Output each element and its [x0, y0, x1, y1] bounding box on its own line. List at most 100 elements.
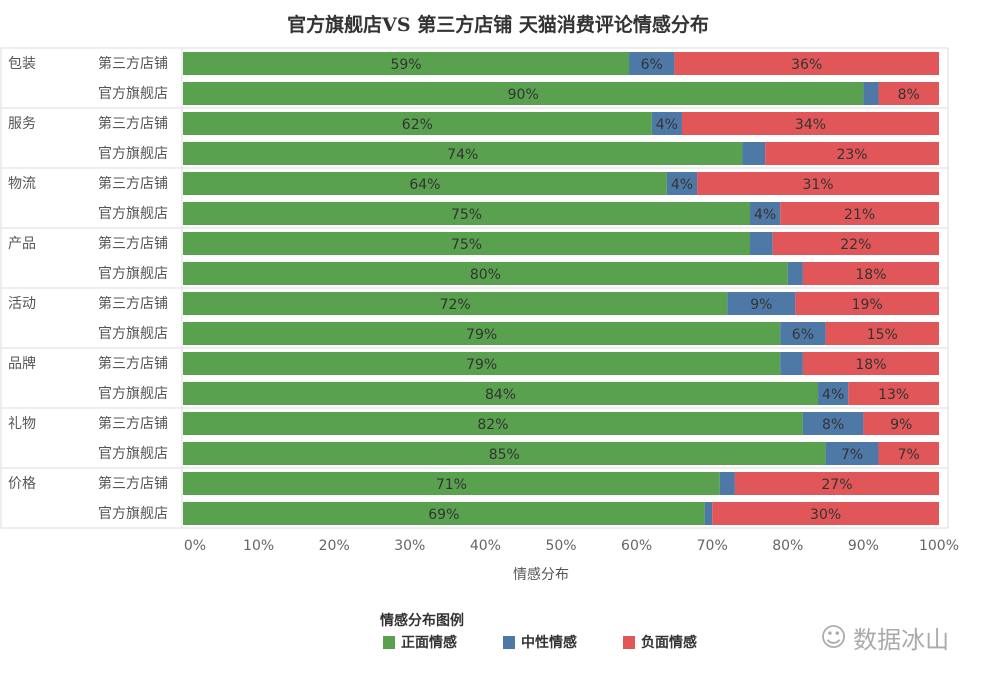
- x-tick-label: 20%: [319, 538, 350, 554]
- data-label: 59%: [390, 57, 421, 73]
- row-label: 官方旗舰店: [98, 446, 168, 462]
- stacked-bar-chart: 包装 第三方店铺 59% 6% 36%官方旗舰店 90% 8%服务 第三方店铺 62% 4% 34%…: [0, 47, 959, 583]
- row-label: 官方旗舰店: [98, 86, 168, 102]
- data-label: 75%: [451, 207, 482, 223]
- legend-item-positive[interactable]: 正面情感: [383, 632, 457, 652]
- data-label: 18%: [855, 267, 886, 283]
- row-label: 第三方店铺: [98, 355, 168, 372]
- data-label: 30%: [810, 507, 841, 523]
- data-label: 71%: [436, 477, 467, 493]
- row-label: 第三方店铺: [98, 415, 168, 432]
- group-label: 礼物: [8, 416, 36, 432]
- bar-segment: [780, 322, 826, 345]
- data-label: 9%: [750, 297, 772, 313]
- bar-segment: [183, 502, 705, 525]
- bar-segment: [183, 172, 667, 195]
- bar-segment: [787, 262, 803, 285]
- data-label: 34%: [795, 117, 826, 133]
- bar-segment: [734, 472, 939, 495]
- row-label: 第三方店铺: [98, 295, 168, 312]
- data-label: 7%: [841, 447, 863, 463]
- data-label: 79%: [466, 357, 497, 373]
- bar-segment: [825, 442, 879, 465]
- group-label: 包装: [8, 56, 36, 72]
- group-label: 价格: [8, 476, 36, 492]
- x-tick-label: 40%: [470, 538, 501, 554]
- data-label: 6%: [792, 327, 814, 343]
- bar-segment: [727, 292, 796, 315]
- data-label: 62%: [402, 117, 433, 133]
- bar-segment: [772, 232, 939, 255]
- bar-segment: [802, 352, 939, 375]
- row-label: 第三方店铺: [98, 115, 168, 132]
- bar-segment: [750, 202, 781, 225]
- watermark: ☺ 数据冰山: [820, 620, 949, 655]
- group-label: 服务: [8, 116, 36, 132]
- x-tick-label: 100%: [919, 538, 959, 554]
- data-label: 31%: [802, 177, 833, 193]
- legend-item-negative[interactable]: 负面情感: [623, 632, 697, 652]
- legend-title: 情感分布图例: [380, 613, 464, 629]
- bar-segment: [183, 232, 750, 255]
- x-tick-label: 70%: [697, 538, 728, 554]
- bar-segment: [765, 142, 939, 165]
- data-label: 8%: [898, 87, 920, 103]
- bar-segment: [183, 202, 750, 225]
- data-label: 8%: [822, 417, 844, 433]
- x-tick-label: 0%: [184, 538, 206, 554]
- bar-segment: [183, 142, 743, 165]
- row-label: 第三方店铺: [98, 235, 168, 252]
- bar-segment: [183, 412, 803, 435]
- legend-item-neutral[interactable]: 中性情感: [503, 632, 577, 652]
- data-label: 27%: [821, 477, 852, 493]
- bar-segment: [183, 82, 864, 105]
- data-label: 22%: [840, 237, 871, 253]
- data-label: 9%: [890, 417, 912, 433]
- data-label: 80%: [470, 267, 501, 283]
- bar-segment: [704, 502, 713, 525]
- data-label: 84%: [485, 387, 516, 403]
- x-tick-label: 90%: [848, 538, 879, 554]
- legend-swatch: [383, 635, 395, 649]
- data-label: 85%: [489, 447, 520, 463]
- row-label: 官方旗舰店: [98, 266, 168, 282]
- bar-segment: [878, 82, 939, 105]
- x-axis-title: 情感分布: [513, 566, 569, 583]
- x-tick-label: 60%: [621, 538, 652, 554]
- bar-segment: [183, 472, 720, 495]
- row-label: 第三方店铺: [98, 175, 168, 192]
- group-label: 活动: [8, 296, 36, 312]
- data-label: 64%: [409, 177, 440, 193]
- watermark-text: 数据冰山: [853, 626, 950, 654]
- bar-segment: [183, 112, 652, 135]
- row-label: 官方旗舰店: [98, 146, 168, 162]
- row-label: 官方旗舰店: [98, 206, 168, 222]
- x-tick-label: 30%: [394, 538, 425, 554]
- bar-segment: [674, 52, 939, 75]
- data-label: 82%: [477, 417, 508, 433]
- bar-segment: [780, 202, 939, 225]
- group-label: 品牌: [8, 355, 36, 372]
- bar-segment: [666, 172, 698, 195]
- data-label: 23%: [836, 147, 867, 163]
- bar-segment: [802, 262, 939, 285]
- x-tick-label: 50%: [545, 538, 576, 554]
- bar-segment: [848, 382, 939, 405]
- bar-segment: [742, 142, 766, 165]
- bar-segment: [697, 172, 939, 195]
- x-tick-label: 80%: [772, 538, 803, 554]
- bar-segment: [651, 112, 682, 135]
- legend-label: 中性情感: [521, 635, 577, 651]
- row-label: 官方旗舰店: [98, 386, 168, 402]
- bar-segment: [750, 232, 773, 255]
- bar-segment: [712, 502, 939, 525]
- data-label: 36%: [791, 57, 822, 73]
- row-label: 第三方店铺: [98, 55, 168, 72]
- row-label: 官方旗舰店: [98, 326, 168, 342]
- wechat-icon: ☺: [820, 622, 848, 653]
- bar-segment: [863, 82, 879, 105]
- bar-segment: [183, 262, 788, 285]
- bar-segment: [183, 352, 781, 375]
- data-label: 75%: [451, 237, 482, 253]
- group-label: 物流: [8, 176, 36, 192]
